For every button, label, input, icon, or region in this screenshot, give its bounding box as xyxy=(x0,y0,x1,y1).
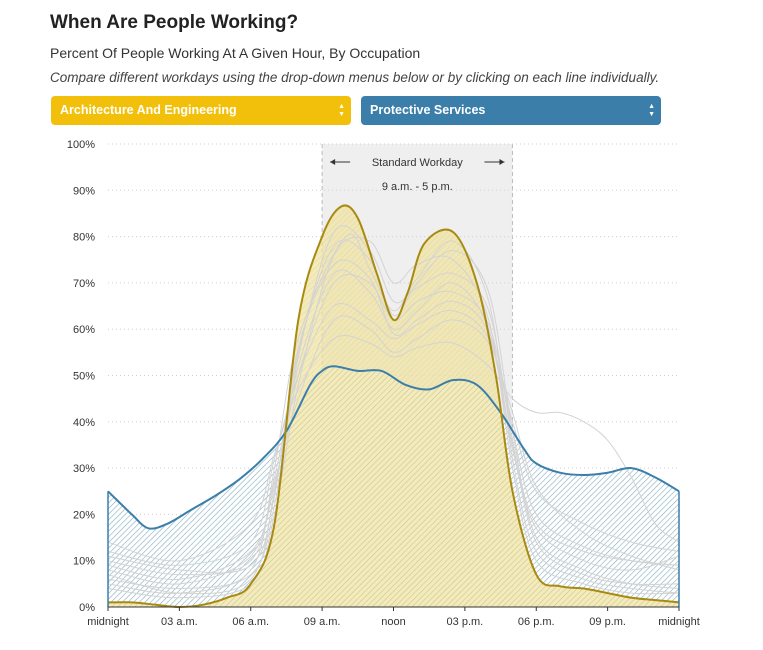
other-occupation-line[interactable] xyxy=(107,273,680,580)
other-occupation-line[interactable] xyxy=(107,225,680,590)
x-tick-label: 09 a.m. xyxy=(304,616,341,628)
x-tick-label: 09 p.m. xyxy=(589,616,626,628)
workday-range-label: 9 a.m. - 5 p.m. xyxy=(382,181,453,193)
y-tick-label: 30% xyxy=(73,463,95,475)
occupation-select-b[interactable]: Protective Services ▲ ▼ xyxy=(361,96,661,125)
other-occupation-line[interactable] xyxy=(107,259,680,574)
other-occupation-line[interactable] xyxy=(107,233,680,594)
y-tick-label: 100% xyxy=(67,139,95,151)
left-arrowhead-icon xyxy=(330,159,336,165)
x-tick-label: midnight xyxy=(658,616,700,628)
x-tick-label: noon xyxy=(381,616,405,628)
y-tick-label: 0% xyxy=(79,602,95,614)
y-tick-label: 50% xyxy=(73,371,95,383)
other-occupation-line[interactable] xyxy=(107,236,680,599)
x-tick-label: midnight xyxy=(87,616,129,628)
x-tick-label: 06 p.m. xyxy=(518,616,555,628)
occupation-select-b-value: Protective Services xyxy=(370,103,486,117)
y-tick-label: 70% xyxy=(73,278,95,290)
x-tick-label: 06 a.m. xyxy=(232,616,269,628)
select-arrows-icon: ▲ ▼ xyxy=(648,102,655,118)
x-tick-label: 03 a.m. xyxy=(161,616,198,628)
instructions-text: Compare different workdays using the dro… xyxy=(50,70,660,85)
architecture-engineering-line[interactable] xyxy=(107,204,680,609)
other-occupation-line[interactable] xyxy=(107,334,680,562)
other-occupation-line[interactable] xyxy=(107,303,680,566)
y-tick-label: 10% xyxy=(73,556,95,568)
y-tick-label: 80% xyxy=(73,232,95,244)
y-tick-label: 60% xyxy=(73,324,95,336)
other-occupation-line[interactable] xyxy=(107,239,680,595)
y-tick-label: 90% xyxy=(73,185,95,197)
workday-label: Standard Workday xyxy=(372,157,463,169)
select-arrows-icon: ▲ ▼ xyxy=(338,102,345,118)
page-title: When Are People Working? xyxy=(50,12,299,33)
architecture-engineering-area xyxy=(108,205,679,607)
protective-services-line[interactable] xyxy=(107,365,680,530)
x-tick-label: 03 p.m. xyxy=(447,616,484,628)
y-tick-label: 40% xyxy=(73,417,95,429)
occupation-select-a-value: Architecture And Engineering xyxy=(60,103,237,117)
y-tick-label: 20% xyxy=(73,509,95,521)
occupation-select-a[interactable]: Architecture And Engineering ▲ ▼ xyxy=(51,96,351,125)
right-arrowhead-icon xyxy=(499,159,505,165)
page-subtitle: Percent Of People Working At A Given Hou… xyxy=(50,45,421,61)
